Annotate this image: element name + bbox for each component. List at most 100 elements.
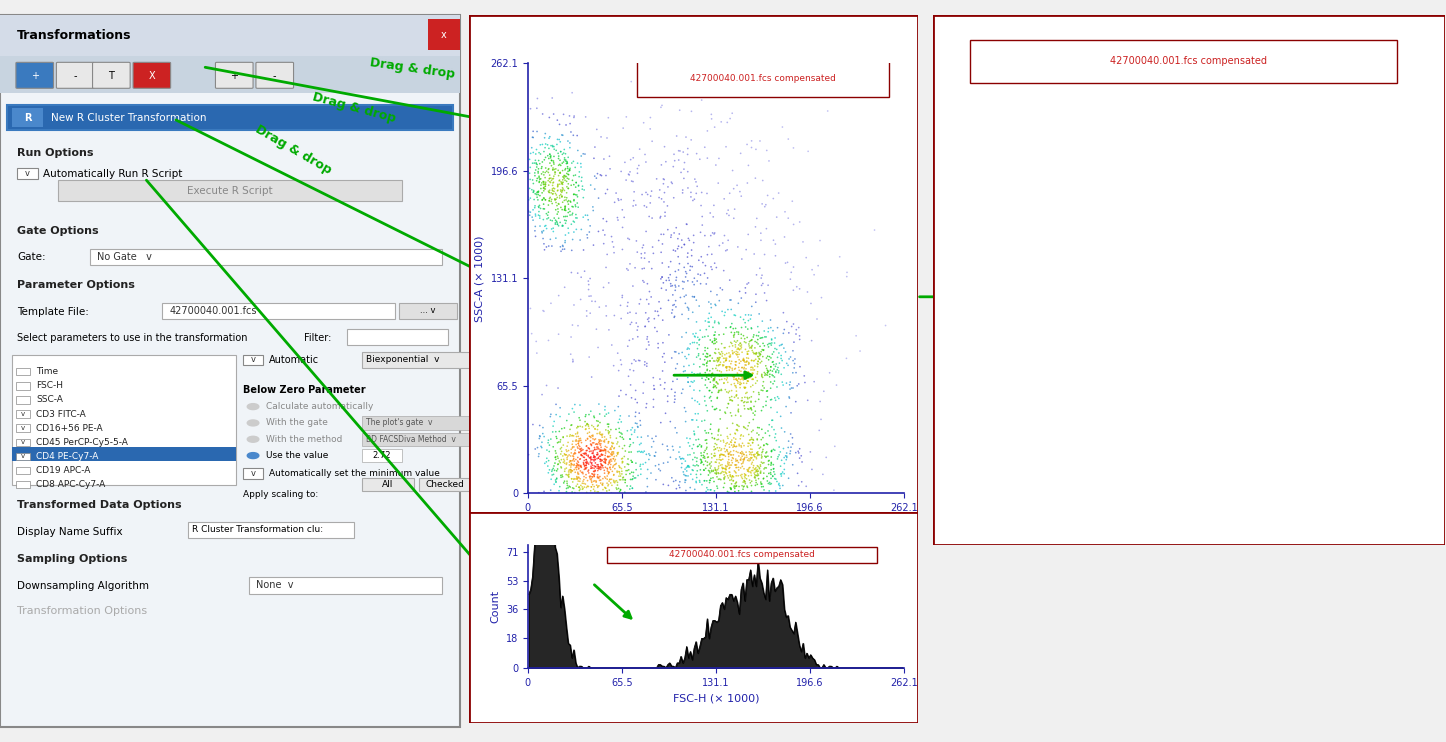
- Point: [658, 329, 681, 341]
- Point: [604, 187, 628, 199]
- Point: [703, 462, 726, 474]
- Point: [684, 176, 707, 188]
- Point: [693, 464, 716, 476]
- Point: [748, 462, 771, 473]
- Point: [568, 399, 591, 411]
- Point: [636, 336, 659, 348]
- Point: [680, 191, 703, 203]
- Point: [597, 475, 620, 487]
- Point: [557, 206, 580, 218]
- Point: [688, 353, 711, 365]
- Point: [597, 466, 620, 478]
- Point: [619, 473, 642, 485]
- Point: [555, 482, 578, 494]
- Point: [580, 458, 603, 470]
- Point: [580, 467, 603, 479]
- Point: [635, 401, 658, 413]
- Point: [749, 460, 772, 472]
- Point: [698, 458, 722, 470]
- Point: [703, 447, 726, 459]
- X-axis label: FSC-H (× 1000): FSC-H (× 1000): [672, 519, 759, 529]
- Point: [688, 398, 711, 410]
- Point: [726, 351, 749, 363]
- Point: [735, 243, 758, 255]
- Point: [570, 223, 593, 235]
- Point: [726, 344, 749, 355]
- Point: [560, 465, 583, 477]
- Point: [610, 289, 633, 301]
- Point: [704, 456, 727, 468]
- Point: [619, 433, 642, 445]
- Point: [761, 348, 784, 360]
- Point: [694, 399, 717, 411]
- Point: [562, 179, 586, 191]
- Point: [719, 459, 742, 471]
- Point: [674, 365, 697, 377]
- Point: [717, 453, 740, 465]
- Point: [704, 404, 727, 416]
- Point: [549, 462, 573, 474]
- Point: [758, 455, 781, 467]
- Text: Checked: Checked: [427, 480, 464, 489]
- Point: [753, 287, 777, 299]
- Point: [800, 298, 823, 309]
- Point: [574, 456, 597, 468]
- Point: [733, 332, 756, 344]
- Point: [548, 178, 571, 190]
- Point: [678, 264, 701, 276]
- Point: [724, 480, 748, 492]
- Point: [562, 430, 586, 441]
- Point: [557, 168, 580, 180]
- Point: [740, 485, 763, 497]
- Point: [756, 338, 779, 350]
- Point: [732, 421, 755, 433]
- Point: [534, 171, 557, 183]
- Point: [723, 371, 746, 383]
- Point: [703, 332, 726, 344]
- Point: [532, 305, 555, 317]
- Point: [539, 234, 562, 246]
- Point: [781, 195, 804, 207]
- Point: [589, 474, 612, 486]
- Point: [720, 459, 743, 471]
- Point: [541, 177, 564, 188]
- Point: [743, 472, 766, 484]
- Point: [544, 188, 567, 200]
- Point: [748, 393, 771, 405]
- Point: [774, 257, 797, 269]
- Point: [552, 448, 576, 460]
- Point: [576, 433, 599, 445]
- Point: [562, 473, 586, 485]
- Point: [707, 352, 730, 364]
- Point: [625, 418, 648, 430]
- Point: [720, 378, 743, 390]
- Point: [722, 329, 745, 341]
- Point: [761, 369, 784, 381]
- Point: [564, 435, 587, 447]
- FancyBboxPatch shape: [16, 424, 30, 432]
- Point: [717, 209, 740, 221]
- Point: [755, 199, 778, 211]
- Point: [602, 241, 625, 253]
- FancyBboxPatch shape: [56, 62, 94, 88]
- Point: [632, 239, 655, 251]
- Point: [531, 226, 554, 237]
- Point: [560, 464, 583, 476]
- Point: [675, 218, 698, 230]
- Point: [672, 402, 696, 414]
- Point: [698, 207, 722, 219]
- Point: [671, 453, 694, 464]
- Point: [671, 187, 694, 199]
- Point: [547, 203, 570, 215]
- Point: [549, 470, 573, 482]
- Point: [724, 428, 748, 440]
- Point: [565, 130, 589, 142]
- Point: [567, 201, 590, 213]
- Text: Gate:: Gate:: [17, 252, 46, 263]
- FancyBboxPatch shape: [428, 19, 460, 50]
- Point: [752, 444, 775, 456]
- Point: [607, 447, 630, 459]
- Point: [536, 163, 560, 175]
- Point: [583, 453, 606, 465]
- Point: [729, 148, 752, 160]
